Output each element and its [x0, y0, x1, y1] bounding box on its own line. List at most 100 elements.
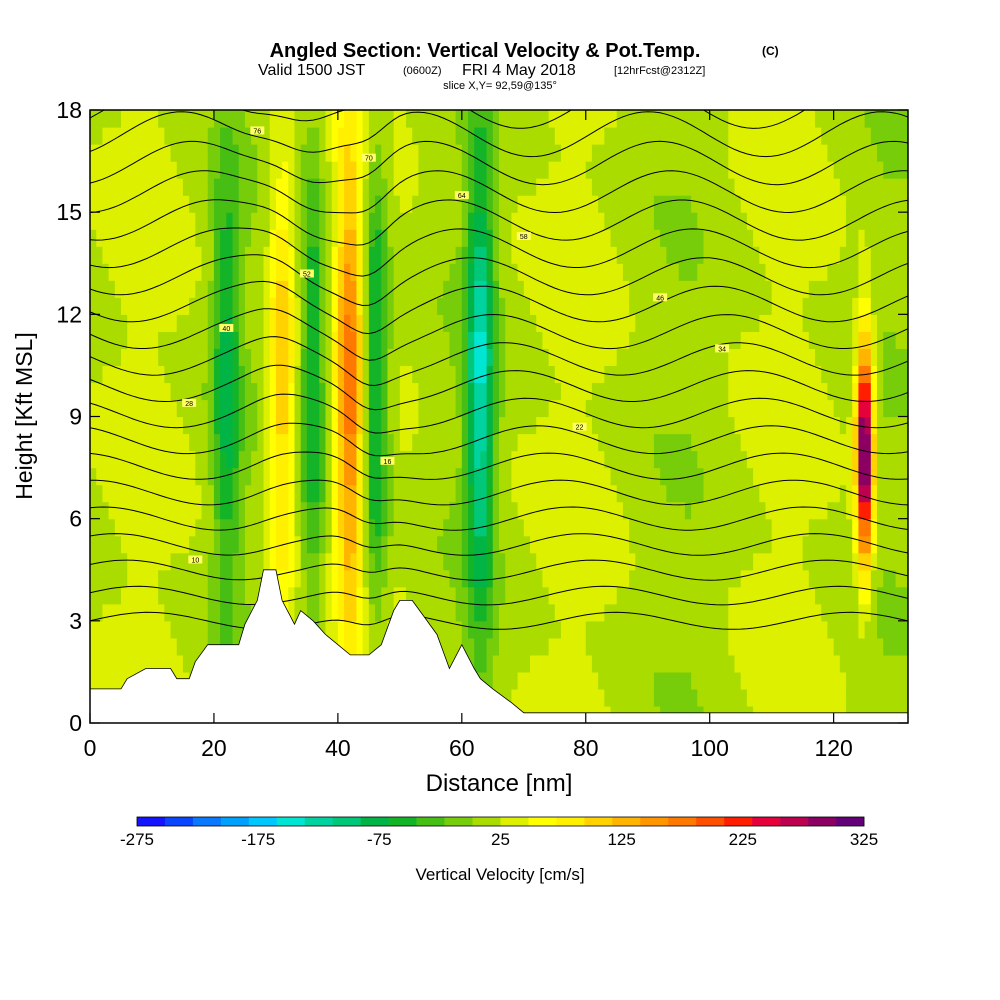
velocity-cell — [808, 518, 816, 537]
velocity-cell — [120, 620, 128, 639]
velocity-cell — [226, 450, 234, 469]
velocity-cell — [201, 246, 209, 264]
velocity-cell — [182, 331, 190, 349]
velocity-cell — [319, 518, 327, 537]
velocity-cell — [381, 484, 389, 503]
velocity-cell — [499, 450, 506, 469]
velocity-cell — [232, 212, 240, 230]
velocity-cell — [523, 467, 531, 486]
velocity-cell — [362, 161, 370, 179]
velocity-cell — [672, 450, 680, 469]
velocity-cell — [120, 178, 128, 196]
velocity-cell — [579, 450, 587, 469]
velocity-cell — [777, 212, 785, 230]
velocity-cell — [629, 484, 636, 503]
velocity-cell — [170, 484, 178, 503]
velocity-cell — [542, 620, 550, 639]
velocity-cell — [579, 552, 587, 571]
velocity-cell — [158, 569, 165, 588]
velocity-cell — [604, 348, 612, 367]
velocity-cell — [852, 654, 860, 673]
velocity-cell — [554, 603, 562, 622]
velocity-cell — [182, 484, 190, 503]
velocity-cell — [660, 671, 667, 690]
velocity-cell — [139, 212, 147, 230]
velocity-cell — [666, 501, 674, 520]
velocity-cell — [145, 620, 153, 639]
velocity-cell — [499, 161, 506, 179]
velocity-cell — [263, 161, 271, 179]
velocity-cell — [579, 569, 587, 588]
velocity-cell — [815, 195, 822, 213]
velocity-cell — [715, 484, 723, 503]
velocity-cell — [151, 110, 159, 128]
velocity-cell — [846, 654, 853, 673]
velocity-cell — [598, 331, 605, 349]
velocity-cell — [827, 433, 835, 452]
velocity-cell — [746, 144, 754, 162]
velocity-cell — [412, 552, 420, 571]
velocity-cell — [437, 212, 444, 230]
velocity-cell — [629, 263, 636, 281]
velocity-cell — [548, 127, 556, 145]
velocity-cell — [337, 620, 345, 639]
velocity-cell — [325, 331, 333, 349]
velocity-cell — [815, 127, 822, 145]
velocity-cell — [263, 518, 271, 537]
velocity-cell — [629, 518, 636, 537]
velocity-cell — [864, 620, 872, 639]
theta-contour — [90, 254, 908, 307]
velocity-cell — [300, 569, 308, 588]
velocity-cell — [901, 569, 908, 588]
velocity-cell — [375, 552, 382, 571]
velocity-cell — [139, 467, 147, 486]
velocity-cell — [257, 382, 265, 401]
velocity-cell — [616, 110, 624, 128]
velocity-cell — [362, 127, 370, 145]
velocity-cell — [542, 382, 550, 401]
velocity-cell — [759, 331, 767, 349]
velocity-cell — [120, 348, 128, 367]
velocity-cell — [511, 144, 519, 162]
velocity-cell — [176, 399, 184, 418]
velocity-cell — [815, 552, 822, 571]
velocity-cell — [808, 399, 816, 418]
velocity-cell — [344, 314, 351, 332]
velocity-cell — [257, 195, 265, 213]
velocity-cell — [709, 161, 717, 179]
velocity-cell — [145, 110, 153, 128]
velocity-cell — [691, 654, 698, 673]
velocity-cell — [647, 501, 655, 520]
velocity-cell — [300, 314, 308, 332]
velocity-cell — [827, 331, 835, 349]
velocity-cell — [449, 416, 457, 435]
velocity-cell — [127, 518, 134, 537]
velocity-cell — [765, 297, 773, 315]
velocity-cell — [554, 484, 562, 503]
velocity-cell — [852, 314, 860, 332]
velocity-cell — [734, 110, 742, 128]
velocity-cell — [691, 314, 698, 332]
velocity-cell — [895, 433, 903, 452]
velocity-cell — [449, 246, 457, 264]
velocity-cell — [536, 195, 543, 213]
velocity-cell — [796, 178, 804, 196]
velocity-cell — [517, 365, 525, 384]
velocity-cell — [604, 263, 612, 281]
velocity-cell — [877, 518, 884, 537]
velocity-cell — [821, 399, 829, 418]
velocity-cell — [455, 484, 463, 503]
velocity-cell — [722, 467, 729, 486]
velocity-cell — [356, 586, 364, 605]
velocity-cell — [728, 110, 736, 128]
velocity-cell — [325, 484, 333, 503]
velocity-cell — [505, 331, 512, 349]
velocity-cell — [492, 501, 500, 520]
velocity-cell — [784, 654, 791, 673]
velocity-cell — [585, 637, 593, 656]
velocity-cell — [715, 127, 723, 145]
velocity-cell — [808, 552, 816, 571]
velocity-cell — [337, 195, 345, 213]
velocity-cell — [195, 297, 203, 315]
velocity-cell — [703, 212, 711, 230]
